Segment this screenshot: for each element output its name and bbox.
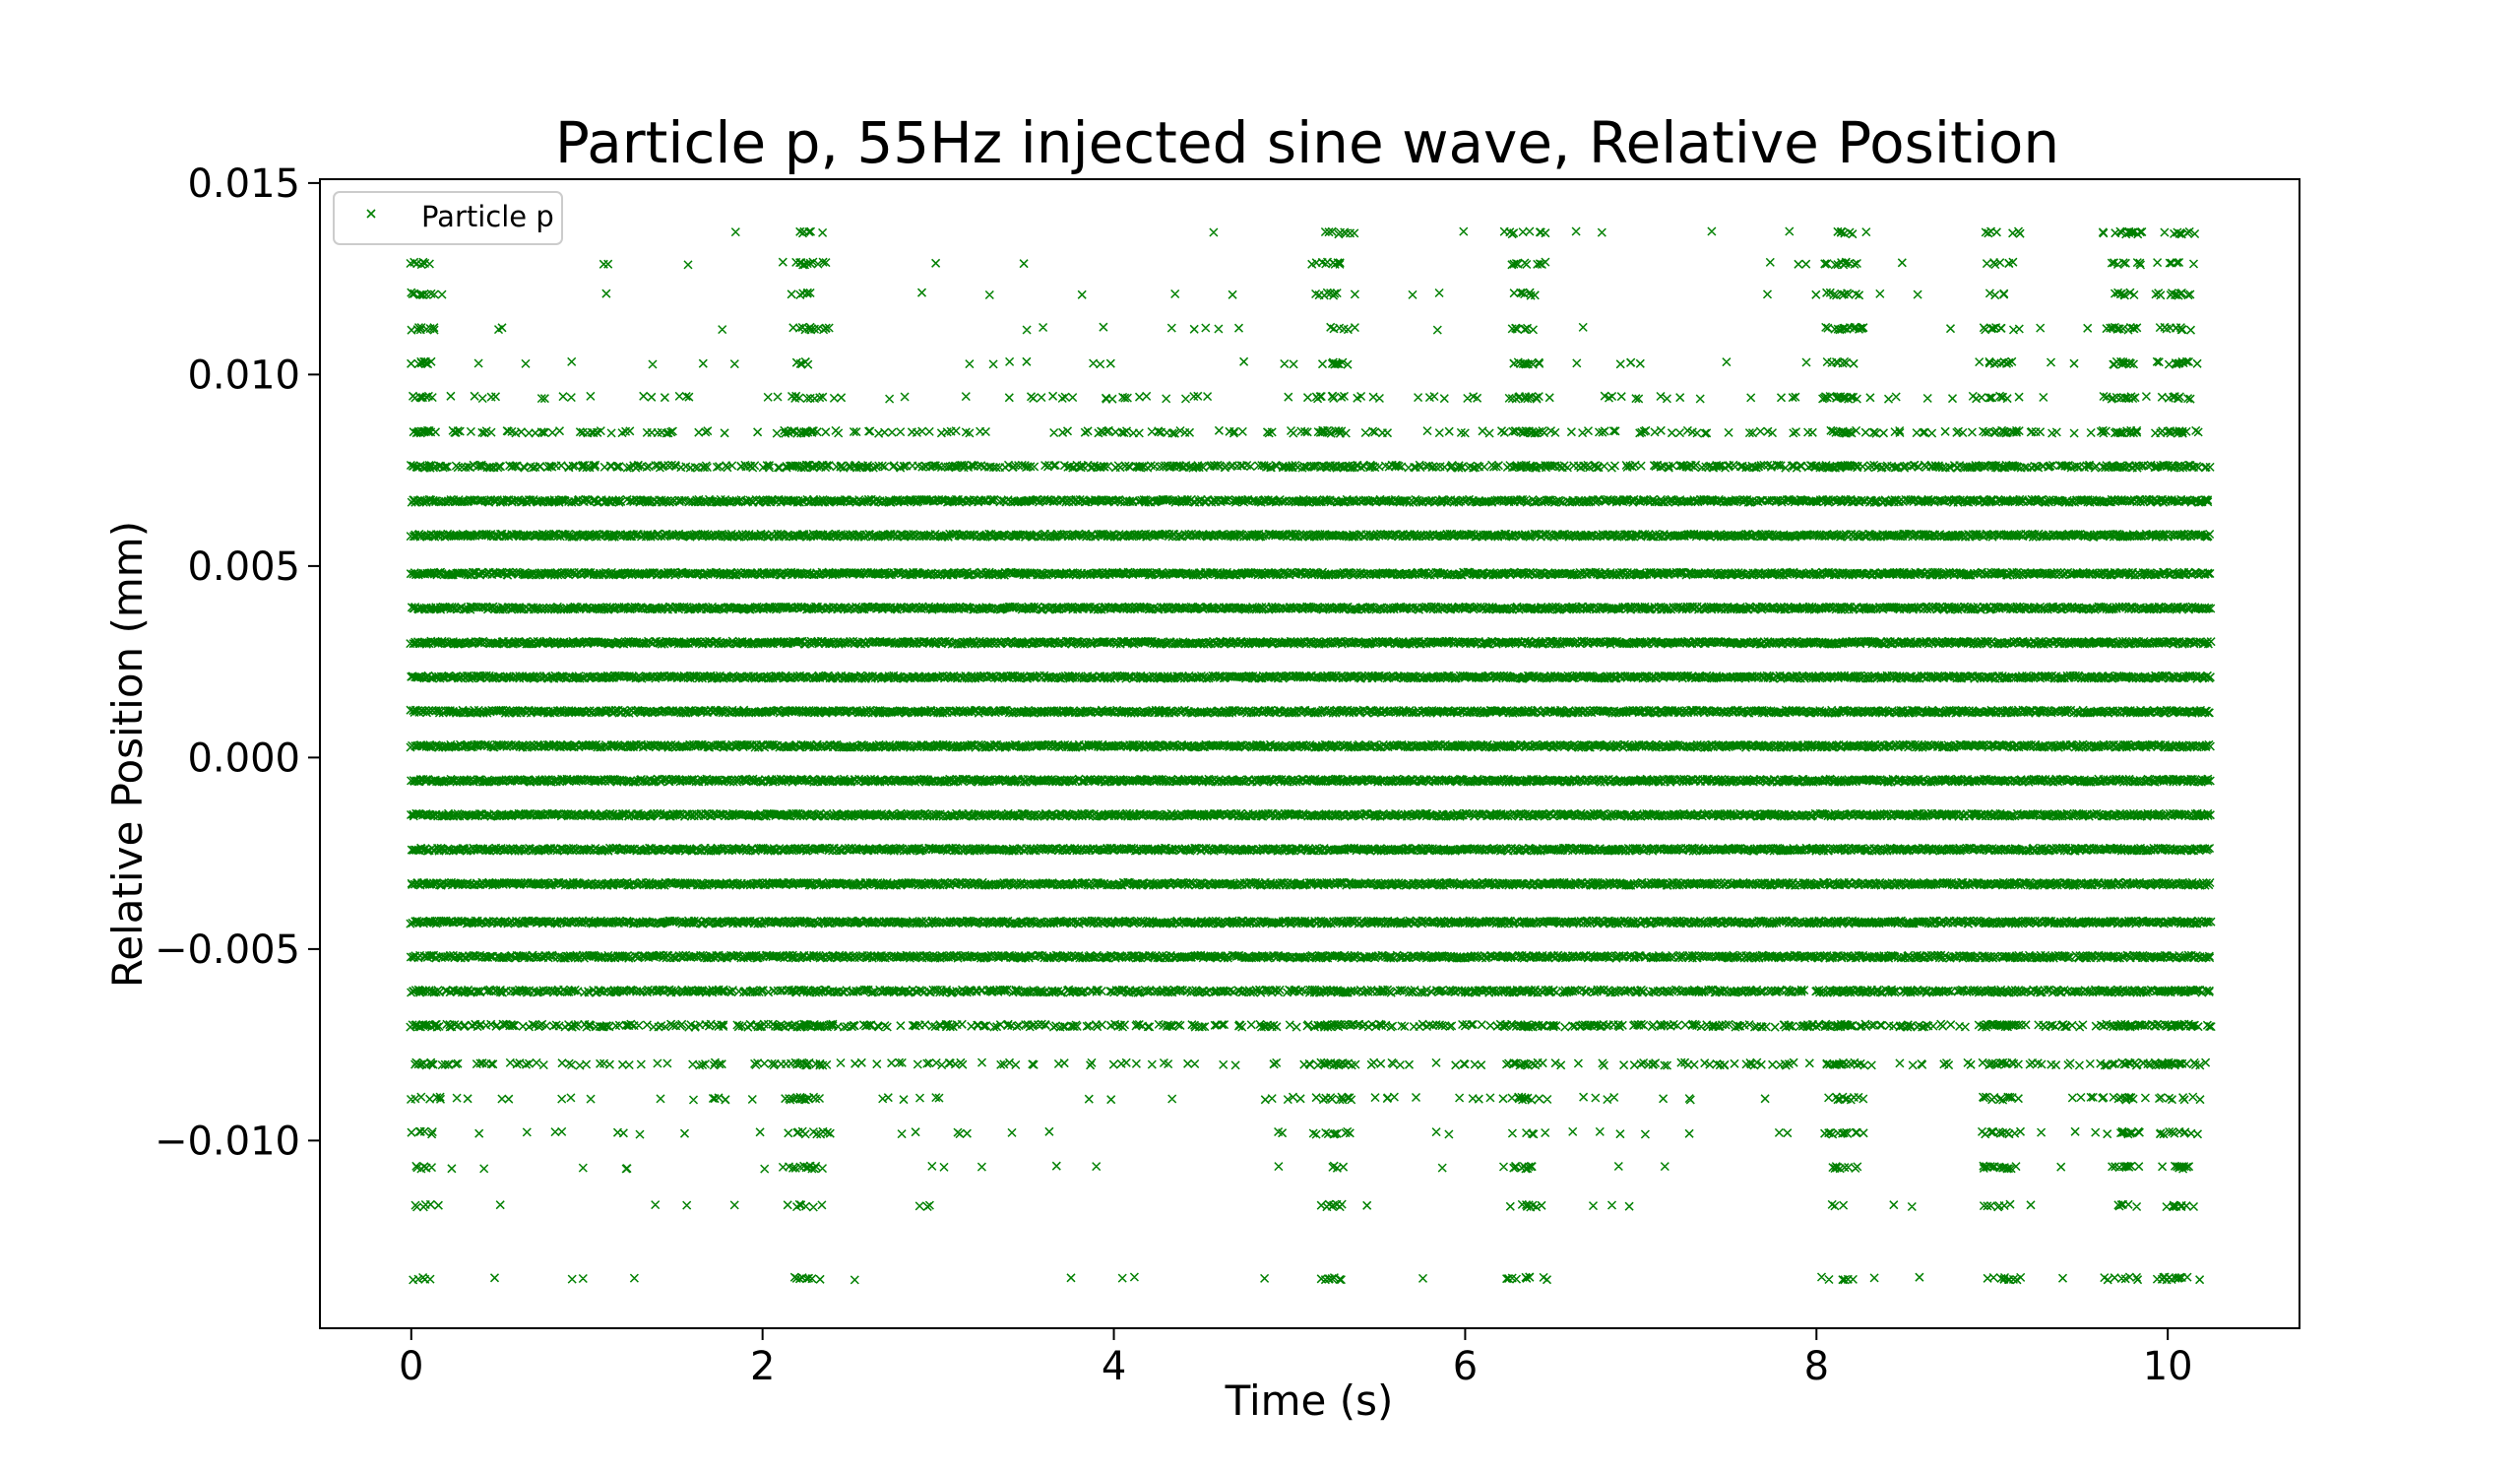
scatter-points-particle-p — [406, 226, 2216, 1285]
y-tick-label: 0.000 — [187, 736, 300, 781]
y-tick-label: 0.010 — [187, 352, 300, 398]
plot-area — [319, 178, 2300, 1329]
scatter-series-particle-p — [406, 226, 2216, 1285]
y-tick-label: 0.015 — [187, 161, 300, 207]
x-axis: 0 2 4 6 8 10 — [399, 1328, 2193, 1389]
x-tick-label: 10 — [2143, 1344, 2193, 1389]
legend-marker-x — [366, 209, 376, 219]
x-tick-label: 6 — [1453, 1344, 1478, 1389]
y-axis: −0.010 −0.005 0.000 0.005 0.010 0.015 — [155, 161, 320, 1164]
y-axis-label: Relative Position (mm) — [103, 521, 152, 988]
x-tick-label: 0 — [399, 1344, 423, 1389]
legend-frame — [333, 191, 563, 245]
plot-frame — [319, 178, 2300, 1329]
y-tick-label: −0.005 — [155, 928, 300, 973]
x-tick-label: 4 — [1102, 1344, 1126, 1389]
x-axis-label: Time (s) — [1225, 1376, 1394, 1425]
legend: Particle p — [333, 191, 563, 245]
chart-title: Particle p, 55Hz injected sine wave, Rel… — [555, 109, 2059, 176]
y-tick-label: 0.005 — [187, 544, 300, 590]
y-tick-label: −0.010 — [155, 1119, 300, 1164]
x-tick-label: 2 — [750, 1344, 775, 1389]
x-tick-label: 8 — [1804, 1344, 1829, 1389]
legend-label-particle-p: Particle p — [421, 200, 554, 233]
